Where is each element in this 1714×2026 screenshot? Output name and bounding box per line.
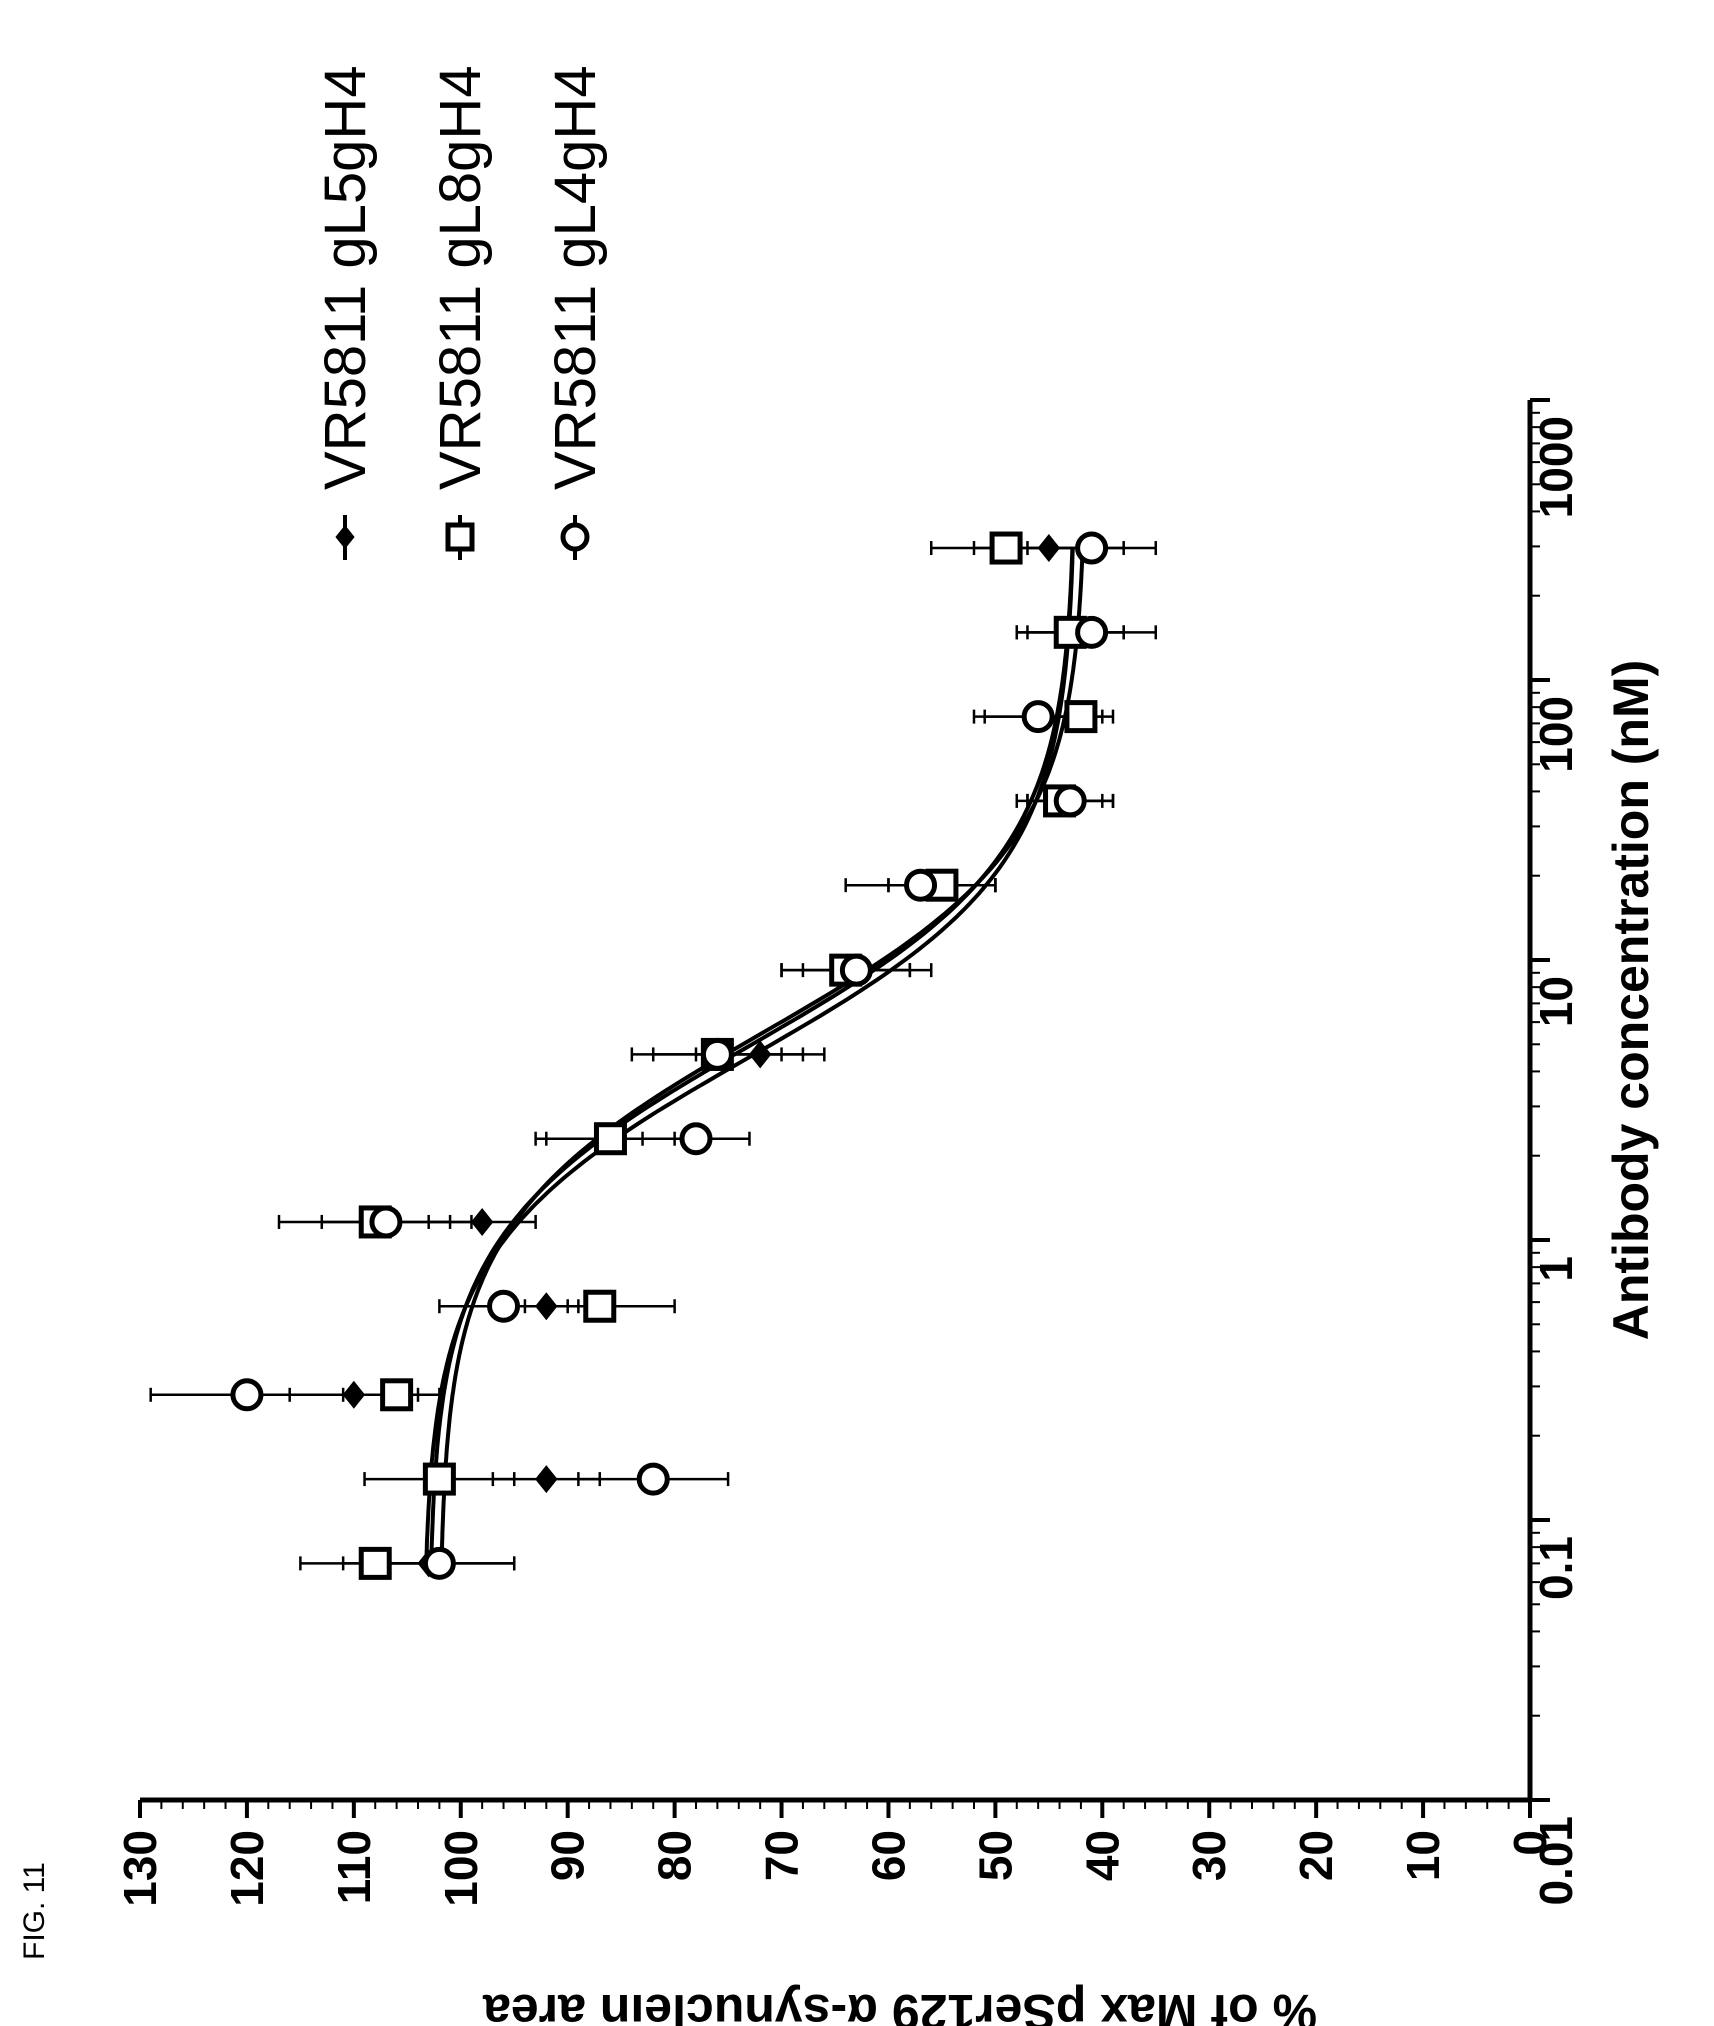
legend-label: VR5811 gL5gH4 bbox=[313, 65, 378, 490]
data-point-s3 bbox=[839, 953, 873, 987]
y-tick-label: 70 bbox=[756, 1830, 808, 1881]
data-point-s1 bbox=[748, 1040, 772, 1069]
data-point-s1 bbox=[535, 1465, 558, 1494]
x-axis-title: Antibody concentration (nM) bbox=[1603, 660, 1659, 1341]
data-point-s3 bbox=[636, 1462, 670, 1496]
x-tick-label: 0.1 bbox=[1530, 1536, 1582, 1600]
data-point-s3 bbox=[422, 1546, 456, 1580]
fit-curve-1 bbox=[424, 547, 1075, 1564]
data-point-s2 bbox=[380, 1378, 414, 1412]
legend-label: VR5811 gL4gH4 bbox=[543, 65, 608, 490]
y-tick-label: 50 bbox=[969, 1830, 1021, 1881]
x-tick-label: 100 bbox=[1530, 696, 1582, 773]
data-point-s3 bbox=[904, 868, 938, 902]
data-point-s2 bbox=[593, 1122, 627, 1156]
y-tick-label: 130 bbox=[114, 1830, 166, 1907]
data-point-s2 bbox=[358, 1546, 392, 1580]
legend-marker bbox=[335, 525, 355, 549]
y-tick-label: 90 bbox=[542, 1830, 594, 1881]
data-point-s3 bbox=[230, 1378, 264, 1412]
data-point-s3 bbox=[487, 1289, 521, 1323]
legend-label: VR5811 gL8gH4 bbox=[428, 65, 493, 490]
data-points bbox=[149, 531, 1158, 1580]
data-point-s3 bbox=[1053, 784, 1087, 818]
data-point-s1 bbox=[1037, 534, 1061, 563]
legend-marker bbox=[445, 522, 475, 552]
y-tick-label: 110 bbox=[328, 1830, 380, 1904]
y-tick-label: 80 bbox=[649, 1830, 701, 1881]
y-tick-label: 20 bbox=[1290, 1830, 1342, 1881]
data-point-s3 bbox=[679, 1122, 713, 1156]
legend-entry-1: VR5811 gL5gH4 bbox=[313, 65, 378, 560]
legend-marker bbox=[560, 522, 590, 552]
data-point-s1 bbox=[535, 1292, 558, 1321]
y-tick-label: 10 bbox=[1397, 1830, 1449, 1881]
legend: VR5811 gL5gH4 VR5811 gL8gH4 VR5811 gL4gH4 bbox=[313, 65, 608, 560]
x-tick-label: 1 bbox=[1530, 1256, 1582, 1282]
y-tick-label: 30 bbox=[1183, 1830, 1235, 1881]
data-point-s2 bbox=[583, 1289, 617, 1323]
y-tick-label: 100 bbox=[435, 1830, 487, 1907]
y-tick-label: 40 bbox=[1076, 1830, 1128, 1881]
data-point-s3 bbox=[1075, 615, 1109, 649]
data-point-s2 bbox=[1064, 700, 1098, 734]
x-tick-label: 10 bbox=[1530, 976, 1582, 1027]
data-point-s1 bbox=[342, 1380, 366, 1409]
data-point-s2 bbox=[989, 531, 1023, 565]
data-point-s3 bbox=[1075, 531, 1109, 565]
data-point-s3 bbox=[700, 1037, 734, 1071]
y-tick-label: 120 bbox=[221, 1830, 273, 1907]
y-tick-label: 0 bbox=[1504, 1830, 1556, 1856]
data-point-s3 bbox=[1021, 700, 1055, 734]
x-tick-label: 0.01 bbox=[1530, 1816, 1582, 1906]
y-tick-label: 60 bbox=[862, 1830, 914, 1881]
axis-labels: % of Max pSer129 α-synuclein area Antibo… bbox=[482, 660, 1659, 2026]
legend-entry-3: VR5811 gL4gH4 bbox=[543, 65, 608, 560]
data-point-s3 bbox=[369, 1205, 403, 1239]
y-axis-title: % of Max pSer129 α-synuclein area bbox=[482, 1984, 1317, 2026]
data-point-s2 bbox=[422, 1462, 456, 1496]
x-tick-label: 1000 bbox=[1530, 416, 1582, 518]
legend-entry-2: VR5811 gL8gH4 bbox=[428, 65, 493, 560]
data-point-s1 bbox=[470, 1207, 494, 1236]
